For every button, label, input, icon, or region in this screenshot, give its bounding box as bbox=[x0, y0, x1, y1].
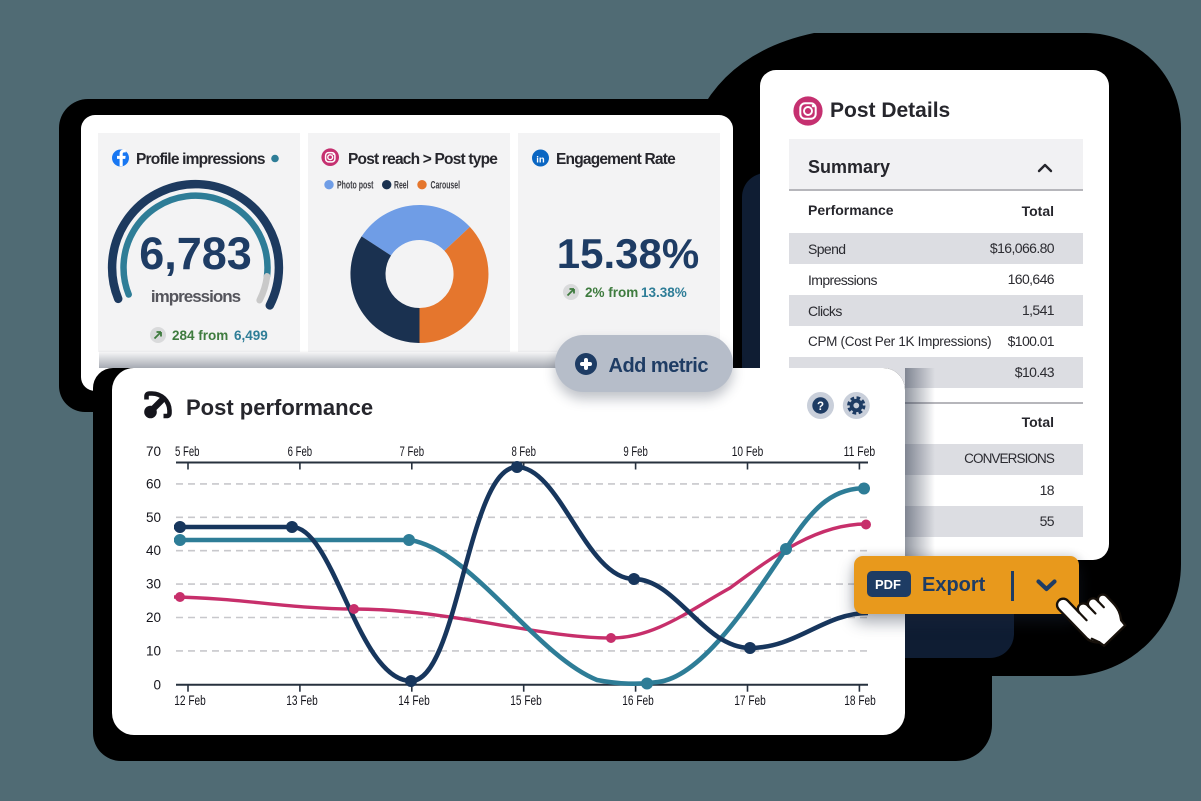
svg-text:16 Feb: 16 Feb bbox=[622, 693, 654, 708]
svg-text:11 Feb: 11 Feb bbox=[844, 444, 876, 459]
svg-text:10 Feb: 10 Feb bbox=[732, 444, 764, 459]
svg-text:6,499: 6,499 bbox=[234, 328, 268, 343]
svg-text:0: 0 bbox=[153, 677, 161, 692]
svg-text:?: ? bbox=[817, 401, 824, 413]
svg-text:60: 60 bbox=[146, 476, 161, 491]
svg-text:12 Feb: 12 Feb bbox=[174, 693, 206, 708]
svg-text:6,783: 6,783 bbox=[139, 228, 252, 279]
svg-text:Reel: Reel bbox=[394, 180, 409, 192]
svg-text:Post reach > Post type: Post reach > Post type bbox=[348, 151, 498, 168]
svg-text:70: 70 bbox=[146, 444, 161, 459]
svg-text:20: 20 bbox=[146, 610, 161, 625]
svg-text:284 from: 284 from bbox=[172, 328, 228, 343]
svg-text:6 Feb: 6 Feb bbox=[288, 444, 313, 459]
svg-text:5 Feb: 5 Feb bbox=[175, 444, 200, 459]
svg-text:14 Feb: 14 Feb bbox=[398, 693, 430, 708]
svg-text:9 Feb: 9 Feb bbox=[623, 444, 648, 459]
svg-text:7 Feb: 7 Feb bbox=[400, 444, 425, 459]
svg-text:13 Feb: 13 Feb bbox=[286, 693, 318, 708]
svg-text:15.38%: 15.38% bbox=[557, 230, 699, 277]
svg-text:2% from: 2% from bbox=[585, 285, 638, 300]
svg-text:8 Feb: 8 Feb bbox=[511, 444, 536, 459]
svg-text:15 Feb: 15 Feb bbox=[510, 693, 542, 708]
svg-text:in: in bbox=[536, 155, 545, 166]
svg-text:13.38%: 13.38% bbox=[641, 285, 687, 300]
svg-text:Carousel: Carousel bbox=[431, 180, 461, 192]
svg-text:Post performance: Post performance bbox=[186, 395, 373, 420]
svg-text:Photo post: Photo post bbox=[337, 180, 374, 192]
svg-text:17 Feb: 17 Feb bbox=[734, 693, 766, 708]
svg-text:impressions: impressions bbox=[151, 287, 241, 306]
svg-text:50: 50 bbox=[146, 510, 161, 525]
svg-text:Profile impressions: Profile impressions bbox=[136, 151, 265, 168]
svg-text:40: 40 bbox=[146, 543, 161, 558]
svg-text:10: 10 bbox=[146, 643, 161, 658]
svg-text:30: 30 bbox=[146, 577, 161, 592]
svg-text:Engagement Rate: Engagement Rate bbox=[556, 151, 676, 168]
svg-text:18 Feb: 18 Feb bbox=[844, 693, 876, 708]
